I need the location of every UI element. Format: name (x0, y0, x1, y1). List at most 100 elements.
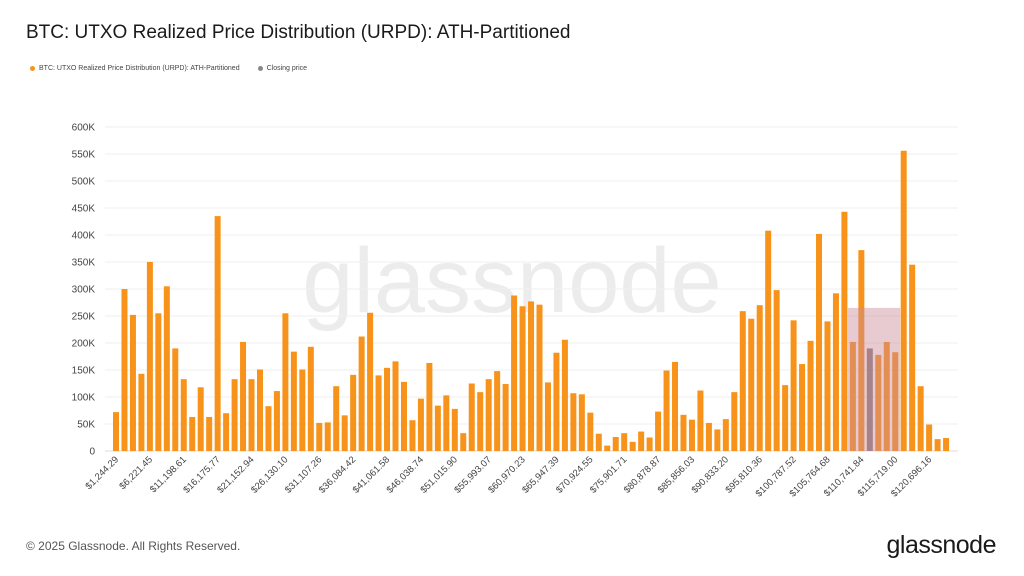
closing-price-range (847, 307, 901, 451)
legend-dot-orange-icon (30, 66, 35, 71)
y-tick-label: 150K (72, 366, 96, 377)
urpd-bar (849, 341, 856, 451)
urpd-bar (367, 312, 374, 451)
y-tick-label: 600K (72, 123, 96, 134)
urpd-bar (943, 438, 950, 451)
legend-label-urpd: BTC: UTXO Realized Price Distribution (U… (39, 65, 240, 72)
urpd-bar (214, 216, 221, 451)
urpd-bar (604, 445, 611, 451)
y-tick-label: 400K (72, 231, 96, 242)
urpd-bar (799, 364, 806, 451)
urpd-bar (248, 379, 255, 451)
urpd-bar (384, 367, 391, 451)
urpd-bar (926, 424, 933, 451)
legend-item-closing-price[interactable]: Closing price (257, 65, 308, 72)
urpd-bar (163, 286, 170, 451)
urpd-bar (511, 295, 518, 451)
urpd-bar (663, 370, 670, 451)
copyright-footer: © 2025 Glassnode. All Rights Reserved. (26, 539, 241, 553)
urpd-bar (502, 384, 509, 451)
urpd-bar (765, 230, 772, 451)
y-tick-label: 250K (72, 312, 96, 323)
y-tick-label: 450K (72, 204, 96, 215)
legend-dot-gray-icon (257, 66, 263, 71)
urpd-bar (392, 361, 399, 451)
urpd-bar (934, 439, 941, 451)
urpd-bar (172, 348, 179, 451)
urpd-bar (858, 250, 865, 451)
urpd-bar (570, 393, 577, 451)
urpd-bar (841, 211, 848, 451)
urpd-bar (621, 433, 628, 451)
urpd-bar (265, 406, 272, 451)
urpd-bar (731, 392, 738, 451)
urpd-bar (816, 233, 823, 451)
legend-item-urpd[interactable]: BTC: UTXO Realized Price Distribution (U… (30, 65, 240, 72)
urpd-bar (655, 411, 662, 451)
y-tick-label: 200K (72, 339, 96, 350)
y-tick-label: 0 (89, 447, 95, 458)
y-tick-label: 350K (72, 258, 96, 269)
urpd-bar (680, 414, 687, 451)
urpd-bar (672, 361, 679, 451)
urpd-bar (595, 433, 602, 451)
urpd-bar (782, 385, 789, 451)
urpd-bar (273, 391, 280, 451)
urpd-bar (223, 413, 230, 451)
urpd-bar (290, 351, 297, 451)
glassnode-logo: glassnode (886, 531, 997, 559)
urpd-bar (553, 352, 560, 451)
legend: BTC: UTXO Realized Price Distribution (U… (30, 65, 307, 72)
urpd-bar (824, 321, 831, 451)
urpd-bar (341, 415, 348, 451)
urpd-bar (180, 379, 187, 451)
urpd-bar (883, 341, 890, 451)
urpd-bar (146, 262, 153, 451)
urpd-bar (519, 306, 526, 451)
urpd-bar (832, 293, 839, 451)
urpd-bar (468, 383, 475, 451)
legend-label-closing-price: Closing price (266, 65, 308, 72)
urpd-bar (129, 314, 136, 451)
urpd-bar (460, 433, 467, 451)
urpd-bar (494, 371, 501, 451)
y-tick-label: 100K (72, 393, 96, 404)
urpd-bar (748, 318, 755, 451)
urpd-bar (426, 362, 433, 451)
urpd-bar (443, 395, 450, 451)
y-tick-label: 500K (72, 177, 96, 188)
urpd-bar (587, 412, 594, 451)
urpd-bar (375, 375, 382, 451)
urpd-bar (333, 386, 340, 451)
urpd-bar (756, 305, 763, 451)
urpd-bar (256, 369, 263, 451)
urpd-bar (307, 346, 314, 451)
urpd-bar (875, 354, 882, 451)
urpd-bar (417, 398, 424, 451)
urpd-bar (282, 313, 289, 451)
urpd-bar (807, 340, 814, 451)
urpd-bar (485, 379, 492, 451)
y-tick-label: 50K (77, 420, 95, 431)
closing-price-bar (866, 348, 873, 451)
urpd-bar (638, 431, 645, 451)
urpd-bar (299, 369, 306, 451)
urpd-bar (358, 336, 365, 451)
urpd-bar (714, 429, 721, 451)
urpd-bar (477, 392, 484, 451)
urpd-bar (434, 405, 441, 451)
urpd-bar (578, 394, 585, 451)
urpd-bar (324, 422, 331, 451)
urpd-bar (900, 150, 907, 451)
urpd-bar (697, 390, 704, 451)
y-tick-label: 550K (72, 150, 96, 161)
urpd-bar (121, 289, 128, 451)
urpd-bar (231, 379, 238, 451)
urpd-bar (646, 437, 653, 451)
urpd-bar (155, 313, 162, 451)
urpd-bar (892, 352, 899, 451)
urpd-bar (240, 341, 247, 451)
urpd-bar (612, 436, 619, 451)
urpd-bar (189, 416, 196, 451)
